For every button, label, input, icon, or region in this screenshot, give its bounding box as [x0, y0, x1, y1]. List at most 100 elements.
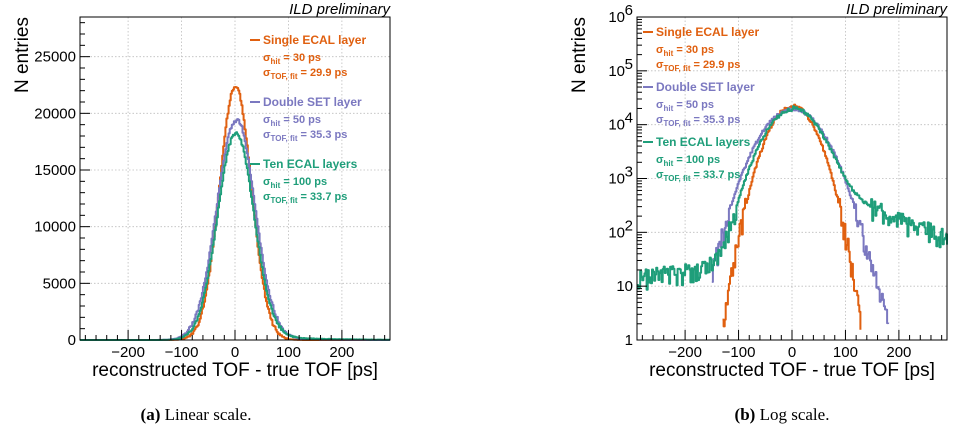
legend-entry-sigma: σhit = 50 ps [656, 99, 714, 113]
sigma-subscript: hit [664, 49, 674, 58]
sigma-value: = 33.7 ps [691, 169, 741, 181]
series-line [637, 105, 948, 291]
x-tick-label: 0 [231, 344, 239, 361]
x-tick-label: 200 [329, 344, 354, 361]
sigma-value: = 35.3 ps [298, 129, 348, 141]
x-tick-label: 200 [886, 344, 911, 361]
sigma-symbol: σ [656, 59, 664, 71]
panel-a-xlabel: reconstructed TOF - true TOF [ps] [92, 360, 378, 381]
panel-a-caption-text: Linear scale. [160, 405, 251, 424]
sigma-symbol: σ [656, 44, 664, 56]
sigma-value: = 35.3 ps [691, 114, 741, 126]
panel-b-caption-tag: (b) [735, 405, 756, 424]
x-tick-label: 100 [833, 344, 858, 361]
sigma-symbol: σ [656, 99, 664, 111]
legend-entry-name: Double SET layer [263, 95, 362, 109]
y-tick-label: 10 [608, 117, 625, 134]
sigma-symbol: σ [656, 114, 664, 126]
sigma-value: = 29.9 ps [691, 59, 741, 71]
sigma-symbol: σ [656, 154, 664, 166]
legend-entry-name: Single ECAL layer [263, 33, 366, 47]
sigma-value: = 50 ps [673, 99, 714, 111]
sigma-subscript: hit [664, 104, 674, 113]
y-tick-label: 10 [608, 224, 625, 241]
panel-a-caption: (a) Linear scale. [141, 405, 252, 424]
panel-b-curves [637, 103, 948, 330]
sigma-value: = 30 ps [673, 44, 714, 56]
x-tick-label: −200 [111, 344, 145, 361]
panel-b-xlabel: reconstructed TOF - true TOF [ps] [649, 360, 935, 381]
y-tick-exponent: 3 [625, 164, 633, 181]
sigma-symbol: σ [263, 129, 271, 141]
sigma-subscript: hit [664, 159, 674, 168]
x-tick-label: −100 [722, 344, 756, 361]
legend-entry-sigma: σTOF, fit = 29.9 ps [263, 67, 347, 81]
panel-a: −200 −100 0 100 200 0 5000 10000 15000 20000 25000… [12, 1, 391, 424]
y-tick-label: 10 [608, 63, 625, 80]
legend-entry-name: Single ECAL layer [656, 25, 759, 39]
sigma-subscript: hit [271, 181, 281, 190]
y-tick-label: 10 [608, 171, 625, 188]
x-tick-label: −100 [165, 344, 199, 361]
sigma-symbol: σ [656, 169, 664, 181]
legend-entry-name: Ten ECAL layers [263, 157, 358, 171]
sigma-subscript: TOF, fit [271, 72, 298, 81]
series-line [722, 103, 862, 330]
panel-b-ylabel: N entries [569, 17, 590, 93]
y-tick-exponent: 5 [625, 56, 633, 73]
panel-b-annotation: ILD preliminary [846, 1, 948, 18]
sigma-value: = 30 ps [280, 52, 321, 64]
y-tick-label: 0 [68, 332, 76, 349]
sigma-symbol: σ [263, 191, 271, 203]
series-line [80, 118, 390, 341]
sigma-subscript: hit [271, 119, 281, 128]
sigma-subscript: TOF, fit [664, 119, 691, 128]
legend-entry-sigma: σTOF, fit = 29.9 ps [656, 59, 740, 73]
y-tick-label: 5000 [43, 275, 76, 292]
y-tick-exponent: 6 [625, 2, 633, 19]
y-tick-label: 25000 [34, 49, 76, 66]
legend-entry-sigma: σTOF, fit = 33.7 ps [263, 191, 347, 205]
y-tick-label: 10 [616, 278, 633, 295]
panel-b-caption: (b) Log scale. [735, 405, 830, 424]
y-tick-label: 20000 [34, 105, 76, 122]
panel-b-caption-text: Log scale. [755, 405, 829, 424]
legend-entry-sigma: σTOF, fit = 35.3 ps [263, 129, 347, 143]
y-tick-label: 10000 [34, 219, 76, 236]
panel-a-annotation: ILD preliminary [289, 1, 391, 18]
legend-entry-sigma: σTOF, fit = 35.3 ps [656, 114, 740, 128]
sigma-value: = 29.9 ps [298, 67, 348, 79]
legend-entry-sigma: σhit = 100 ps [263, 176, 327, 190]
sigma-symbol: σ [263, 67, 271, 79]
y-tick-label: 10 [608, 9, 625, 26]
legend-entry-sigma: σhit = 30 ps [263, 52, 321, 66]
legend-entry-sigma: σhit = 100 ps [656, 154, 720, 168]
panel-a-grid [80, 17, 390, 341]
sigma-symbol: σ [263, 52, 271, 64]
legend-entry-name: Double SET layer [656, 80, 755, 94]
x-tick-label: −200 [668, 344, 702, 361]
sigma-subscript: TOF, fit [271, 134, 298, 143]
sigma-subscript: TOF, fit [664, 174, 691, 183]
sigma-value: = 100 ps [673, 154, 720, 166]
panel-a-ticks: −200 −100 0 100 200 0 5000 10000 15000 20000 25000 [34, 22, 386, 361]
y-tick-label: 15000 [34, 162, 76, 179]
sigma-subscript: hit [271, 57, 281, 66]
y-tick-label: 1 [625, 332, 633, 349]
x-tick-label: 0 [788, 344, 796, 361]
sigma-subscript: TOF, fit [664, 64, 691, 73]
legend-entry-sigma: σTOF, fit = 33.7 ps [656, 169, 740, 183]
legend-entry-sigma: σhit = 30 ps [656, 44, 714, 58]
panel-a-ylabel: N entries [12, 17, 33, 93]
legend-entry-sigma: σhit = 50 ps [263, 114, 321, 128]
sigma-subscript: TOF, fit [271, 196, 298, 205]
panel-a-caption-tag: (a) [141, 405, 161, 424]
legend-entry-name: Ten ECAL layers [656, 135, 751, 149]
y-tick-exponent: 2 [625, 217, 633, 234]
sigma-symbol: σ [263, 114, 271, 126]
